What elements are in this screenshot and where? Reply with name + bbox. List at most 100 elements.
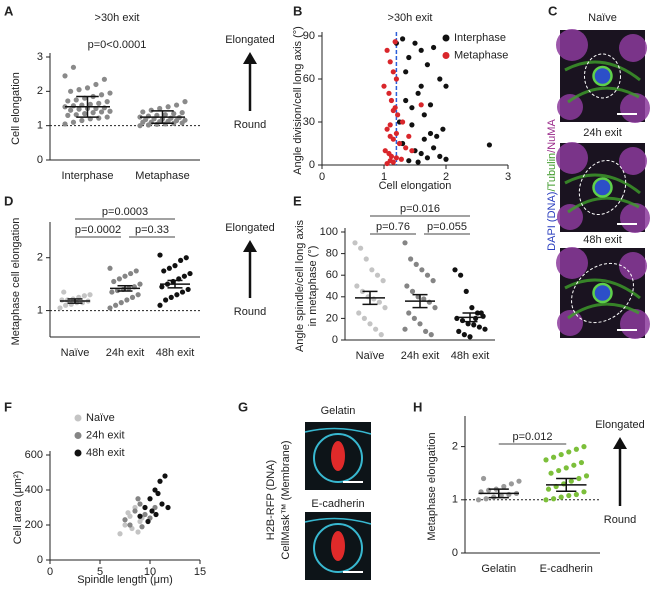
x-tick-label: 24h exit [106, 347, 145, 359]
membrane [304, 427, 372, 435]
data-point [187, 270, 193, 277]
data-point [403, 97, 409, 104]
panel-letter: F [4, 399, 12, 414]
y-tick-label: 1 [452, 494, 458, 506]
data-point [107, 305, 113, 311]
data-point [409, 122, 415, 128]
membrane [313, 523, 363, 573]
data-point [443, 156, 449, 162]
p-value: p=0.012 [512, 431, 552, 443]
membrane [313, 433, 363, 483]
y-tick-label: 20 [326, 312, 338, 324]
data-point [179, 110, 185, 116]
data-point [181, 273, 187, 279]
data-point [96, 100, 102, 106]
data-point [157, 105, 163, 112]
data-point [458, 272, 464, 278]
data-point [87, 101, 93, 107]
data-point [413, 261, 419, 267]
data-point [427, 102, 434, 108]
data-point [486, 142, 492, 148]
x-tick-label: 24h exit [401, 350, 440, 362]
y-tick-label: 0 [452, 547, 458, 559]
data-point [87, 292, 93, 298]
x-tick-label: 1 [381, 171, 387, 183]
data-point [387, 122, 393, 128]
data-point [543, 497, 549, 503]
data-point [387, 59, 393, 65]
data-point [137, 123, 143, 129]
y-tick-label: 1 [37, 120, 43, 132]
data-point [543, 457, 549, 463]
data-point [166, 265, 172, 271]
data-point [107, 90, 113, 96]
data-point [409, 288, 416, 294]
cell-nucleus [619, 252, 647, 280]
data-point [70, 103, 77, 109]
data-point [104, 99, 110, 105]
x-tick-label: Gelatin [481, 563, 516, 575]
tubulin [564, 278, 641, 320]
data-point [403, 145, 409, 151]
data-point [467, 334, 473, 340]
data-point [409, 148, 415, 154]
data-point [178, 257, 184, 263]
legend-marker [74, 449, 82, 457]
data-point [135, 292, 141, 298]
data-point [456, 328, 462, 334]
y-axis-label: Cell elongation [10, 72, 22, 145]
data-point [471, 322, 477, 328]
data-point [149, 508, 155, 514]
data-point [155, 490, 161, 497]
cell-nucleus [620, 203, 650, 233]
data-point [93, 81, 99, 88]
data-point [367, 321, 373, 327]
y-tick-label: 3 [37, 51, 43, 63]
cell-outline [584, 53, 621, 99]
image-label: 24h exit [583, 127, 622, 139]
data-point [409, 105, 415, 111]
data-point [133, 268, 139, 274]
data-point [571, 462, 577, 468]
data-point [392, 39, 398, 45]
data-point [386, 90, 392, 96]
data-point [73, 97, 79, 103]
arrow-head [243, 52, 257, 64]
data-point [550, 496, 557, 502]
data-point [127, 522, 133, 528]
data-point [581, 444, 587, 450]
x-axis-label: Cell elongation [379, 180, 452, 192]
data-point [418, 150, 424, 157]
data-point [393, 155, 399, 161]
data-point [113, 302, 119, 308]
y-axis-label: Angle division/cell long axis (°) [292, 26, 304, 175]
data-point [62, 73, 68, 79]
data-point [157, 252, 163, 258]
data-point [76, 87, 82, 93]
data-point [182, 117, 188, 123]
data-point [463, 288, 469, 294]
data-point [501, 483, 507, 490]
data-point [427, 130, 434, 137]
y-tick-label: 0 [37, 154, 43, 166]
data-point [68, 301, 74, 307]
legend-marker [74, 432, 82, 439]
image-label: E-cadherin [311, 498, 364, 510]
data-point [440, 126, 446, 132]
p-value: p=0.0002 [75, 224, 121, 236]
data-point [168, 115, 174, 121]
y-axis-label: Metaphase cell elongation [10, 218, 22, 346]
data-point [400, 119, 406, 125]
arrow-label: Round [234, 306, 266, 318]
data-point [374, 272, 381, 278]
arrow-head [613, 437, 627, 449]
data-point [65, 112, 71, 118]
p-value: p=0.0003 [102, 206, 148, 218]
data-point [384, 126, 390, 132]
data-point [421, 296, 427, 302]
data-point [396, 140, 403, 147]
x-tick-label: 2 [443, 171, 449, 183]
data-point [57, 305, 63, 311]
data-point [135, 529, 141, 535]
cell-nucleus [620, 309, 650, 339]
